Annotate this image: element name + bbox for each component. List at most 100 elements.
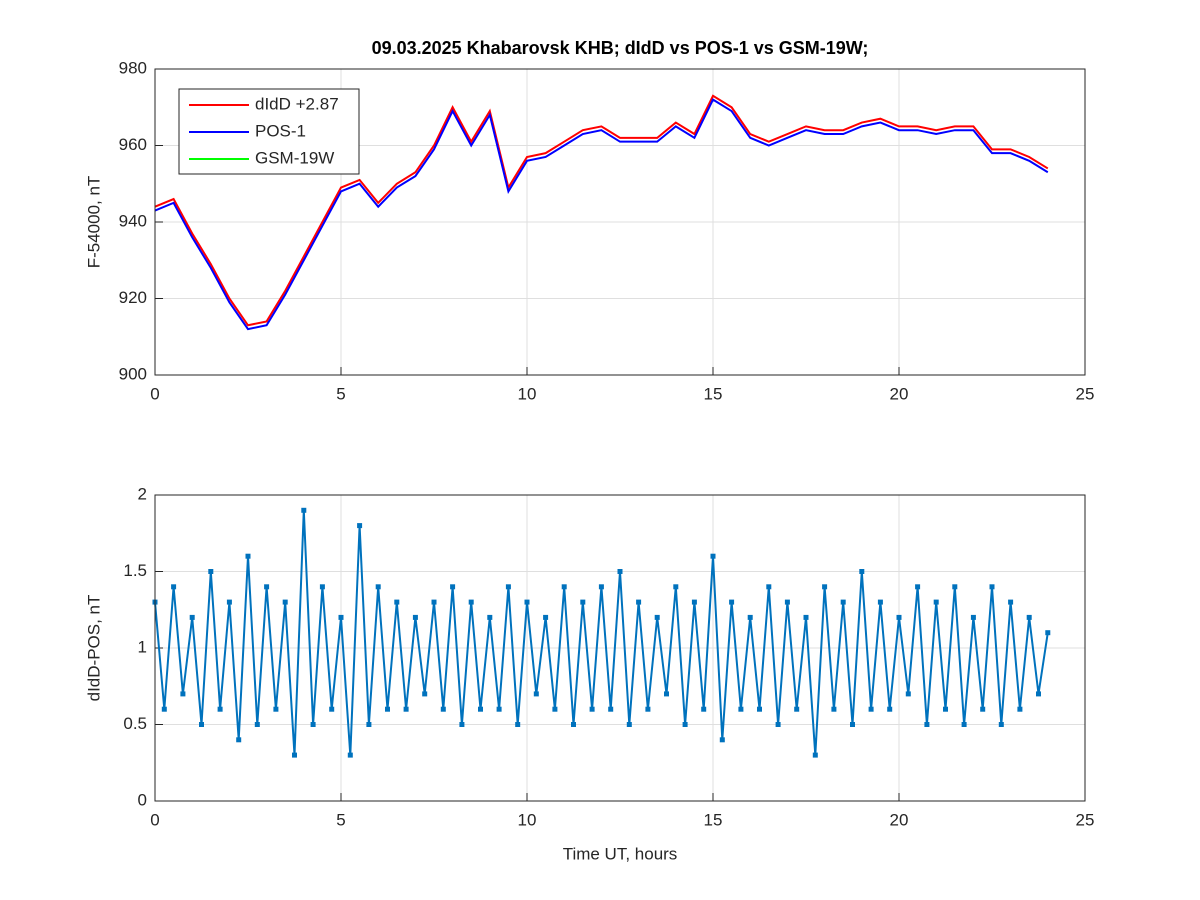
marker xyxy=(450,584,456,590)
x-tick-label: 5 xyxy=(336,384,345,403)
marker xyxy=(608,706,614,712)
y-tick-label: 940 xyxy=(119,211,147,230)
marker xyxy=(626,722,632,727)
marker xyxy=(747,614,753,620)
marker xyxy=(729,599,735,605)
x-tick-label: 20 xyxy=(890,810,909,829)
marker xyxy=(199,722,204,727)
marker xyxy=(385,706,390,712)
marker xyxy=(1026,614,1032,620)
marker xyxy=(859,569,865,574)
marker xyxy=(589,706,595,712)
series-line xyxy=(154,98,1049,331)
marker xyxy=(524,599,530,605)
series-line xyxy=(154,94,1049,327)
x-tick-label: 15 xyxy=(704,384,723,403)
marker xyxy=(943,706,948,712)
legend-label: POS-1 xyxy=(255,121,306,140)
marker xyxy=(505,584,511,590)
y-tick-label: 0.5 xyxy=(123,714,147,733)
y-tick-label: 980 xyxy=(119,58,147,77)
marker xyxy=(961,722,967,727)
marker xyxy=(691,599,697,605)
marker xyxy=(664,691,669,697)
marker xyxy=(189,614,195,620)
x-tick-label: 25 xyxy=(1076,810,1095,829)
marker xyxy=(552,706,558,712)
marker xyxy=(757,706,762,712)
marker xyxy=(877,599,883,605)
y-tick-label: 960 xyxy=(119,135,147,154)
marker xyxy=(775,722,781,727)
marker xyxy=(970,614,976,620)
marker xyxy=(319,584,325,590)
marker xyxy=(738,706,744,712)
marker xyxy=(264,584,270,590)
x-tick-label: 0 xyxy=(150,810,159,829)
axes-box xyxy=(154,68,1086,376)
marker xyxy=(347,752,353,758)
marker xyxy=(794,706,800,712)
marker xyxy=(989,584,995,590)
y-axis-label: dIdD-POS, nT xyxy=(84,595,103,702)
marker xyxy=(459,722,465,727)
marker xyxy=(850,722,855,727)
marker xyxy=(868,706,874,712)
marker xyxy=(1045,630,1051,636)
marker xyxy=(636,599,642,605)
marker xyxy=(375,584,381,590)
x-tick-label: 5 xyxy=(336,810,345,829)
marker xyxy=(217,706,223,712)
marker xyxy=(161,706,167,712)
marker xyxy=(673,584,679,590)
y-tick-label: 920 xyxy=(119,288,147,307)
marker xyxy=(598,584,604,590)
x-tick-label: 25 xyxy=(1076,384,1095,403)
marker xyxy=(338,614,344,620)
marker xyxy=(180,691,186,697)
marker xyxy=(766,584,772,590)
marker xyxy=(924,722,930,727)
marker xyxy=(710,553,716,559)
y-tick-label: 1.5 xyxy=(123,561,147,580)
marker xyxy=(357,523,363,529)
marker xyxy=(812,752,818,758)
marker xyxy=(226,599,232,605)
marker xyxy=(292,752,297,758)
marker xyxy=(952,584,958,590)
marker xyxy=(301,507,307,513)
legend-label: GSM-19W xyxy=(255,148,334,167)
marker xyxy=(478,706,483,712)
y-tick-label: 2 xyxy=(138,484,147,503)
marker xyxy=(905,691,911,697)
marker xyxy=(571,722,576,727)
marker xyxy=(422,691,428,697)
marker xyxy=(171,584,177,590)
marker xyxy=(719,737,725,743)
marker xyxy=(440,706,446,712)
marker xyxy=(617,569,623,574)
marker xyxy=(543,614,549,620)
marker xyxy=(273,706,279,712)
x-tick-label: 15 xyxy=(704,810,723,829)
x-tick-label: 20 xyxy=(890,384,909,403)
marker xyxy=(245,553,251,559)
marker xyxy=(580,599,586,605)
marker xyxy=(822,584,828,590)
marker xyxy=(1017,706,1023,712)
marker xyxy=(403,706,409,712)
x-tick-label: 0 xyxy=(150,384,159,403)
marker xyxy=(840,599,846,605)
marker xyxy=(682,722,688,727)
marker xyxy=(1036,691,1041,697)
marker xyxy=(394,599,400,605)
marker xyxy=(236,737,242,743)
marker xyxy=(561,584,567,590)
marker xyxy=(468,599,474,605)
marker xyxy=(282,599,288,605)
x-axis-label: Time UT, hours xyxy=(563,844,678,863)
x-tick-label: 10 xyxy=(518,384,537,403)
marker xyxy=(654,614,660,620)
y-tick-label: 0 xyxy=(138,790,147,809)
